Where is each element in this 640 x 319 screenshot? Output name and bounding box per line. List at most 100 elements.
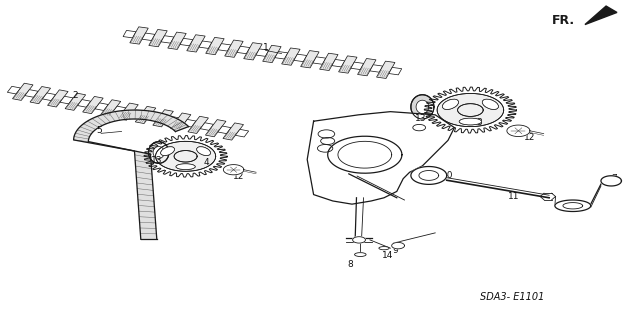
Ellipse shape bbox=[161, 147, 175, 155]
Text: 10: 10 bbox=[442, 171, 454, 180]
Ellipse shape bbox=[460, 118, 481, 125]
Polygon shape bbox=[225, 40, 243, 57]
Text: 11: 11 bbox=[508, 192, 519, 201]
Text: 13: 13 bbox=[415, 114, 427, 123]
Polygon shape bbox=[294, 54, 307, 62]
Polygon shape bbox=[416, 100, 429, 114]
Polygon shape bbox=[65, 93, 86, 110]
Polygon shape bbox=[388, 67, 402, 75]
Polygon shape bbox=[25, 90, 38, 97]
Polygon shape bbox=[130, 27, 148, 44]
Text: 3: 3 bbox=[476, 118, 481, 127]
Ellipse shape bbox=[176, 164, 195, 170]
Text: 14: 14 bbox=[381, 251, 393, 260]
Polygon shape bbox=[411, 95, 434, 119]
Text: 8: 8 bbox=[348, 260, 353, 269]
Circle shape bbox=[353, 237, 365, 243]
Polygon shape bbox=[130, 109, 143, 117]
Polygon shape bbox=[218, 44, 231, 51]
Polygon shape bbox=[237, 46, 250, 54]
Polygon shape bbox=[282, 48, 300, 65]
Text: 5: 5 bbox=[97, 126, 102, 135]
Polygon shape bbox=[7, 86, 20, 94]
Polygon shape bbox=[223, 165, 244, 175]
Polygon shape bbox=[83, 96, 103, 114]
Polygon shape bbox=[95, 103, 108, 110]
Polygon shape bbox=[332, 59, 345, 67]
Polygon shape bbox=[187, 35, 205, 52]
Ellipse shape bbox=[176, 164, 195, 170]
Circle shape bbox=[317, 145, 333, 152]
Polygon shape bbox=[319, 53, 338, 70]
Polygon shape bbox=[351, 62, 364, 70]
Text: 6: 6 bbox=[579, 201, 584, 210]
Polygon shape bbox=[165, 116, 179, 124]
Polygon shape bbox=[148, 113, 161, 121]
Polygon shape bbox=[601, 176, 621, 186]
Polygon shape bbox=[168, 32, 186, 49]
Polygon shape bbox=[424, 87, 516, 133]
Polygon shape bbox=[13, 83, 33, 100]
Polygon shape bbox=[161, 36, 174, 43]
Polygon shape bbox=[358, 58, 376, 76]
Polygon shape bbox=[313, 57, 326, 64]
Polygon shape bbox=[585, 6, 617, 25]
Polygon shape bbox=[113, 106, 126, 114]
Text: 12: 12 bbox=[233, 172, 244, 181]
Polygon shape bbox=[170, 113, 191, 130]
Polygon shape bbox=[262, 45, 281, 63]
Polygon shape bbox=[183, 119, 196, 127]
Polygon shape bbox=[144, 136, 227, 177]
Circle shape bbox=[413, 124, 426, 131]
Polygon shape bbox=[148, 142, 169, 163]
Polygon shape bbox=[411, 167, 447, 184]
Polygon shape bbox=[188, 116, 209, 133]
Polygon shape bbox=[118, 103, 138, 120]
Circle shape bbox=[438, 94, 503, 126]
Text: 2: 2 bbox=[72, 91, 77, 100]
Polygon shape bbox=[153, 146, 164, 159]
Polygon shape bbox=[244, 43, 262, 60]
Ellipse shape bbox=[161, 147, 175, 155]
Polygon shape bbox=[223, 123, 243, 140]
Polygon shape bbox=[60, 96, 73, 104]
Circle shape bbox=[321, 137, 335, 145]
Ellipse shape bbox=[196, 147, 211, 155]
Polygon shape bbox=[77, 100, 91, 107]
Ellipse shape bbox=[442, 99, 458, 109]
Text: 13: 13 bbox=[151, 156, 163, 165]
Ellipse shape bbox=[483, 99, 499, 109]
Polygon shape bbox=[275, 52, 288, 59]
Polygon shape bbox=[236, 129, 249, 137]
Polygon shape bbox=[218, 126, 231, 134]
Text: 7: 7 bbox=[612, 174, 617, 183]
Polygon shape bbox=[200, 123, 214, 130]
Polygon shape bbox=[135, 106, 156, 123]
Text: SDA3- E1101: SDA3- E1101 bbox=[480, 292, 544, 302]
Ellipse shape bbox=[196, 147, 211, 155]
Polygon shape bbox=[205, 37, 224, 55]
Polygon shape bbox=[376, 61, 395, 78]
Ellipse shape bbox=[379, 247, 389, 250]
Polygon shape bbox=[123, 30, 136, 38]
Polygon shape bbox=[392, 242, 404, 249]
Text: 12: 12 bbox=[524, 133, 536, 142]
Text: 4: 4 bbox=[204, 158, 209, 167]
Ellipse shape bbox=[355, 253, 366, 256]
Polygon shape bbox=[307, 112, 454, 204]
Circle shape bbox=[156, 141, 216, 171]
Polygon shape bbox=[301, 51, 319, 68]
Polygon shape bbox=[142, 33, 155, 41]
Polygon shape bbox=[199, 41, 212, 48]
Polygon shape bbox=[74, 110, 189, 239]
Polygon shape bbox=[370, 65, 383, 72]
Polygon shape bbox=[153, 110, 173, 127]
Polygon shape bbox=[339, 56, 357, 73]
Polygon shape bbox=[507, 125, 530, 137]
Polygon shape bbox=[30, 86, 51, 104]
Polygon shape bbox=[555, 200, 591, 211]
Polygon shape bbox=[47, 90, 68, 107]
Polygon shape bbox=[205, 120, 226, 137]
Polygon shape bbox=[42, 93, 56, 100]
Polygon shape bbox=[100, 100, 121, 117]
